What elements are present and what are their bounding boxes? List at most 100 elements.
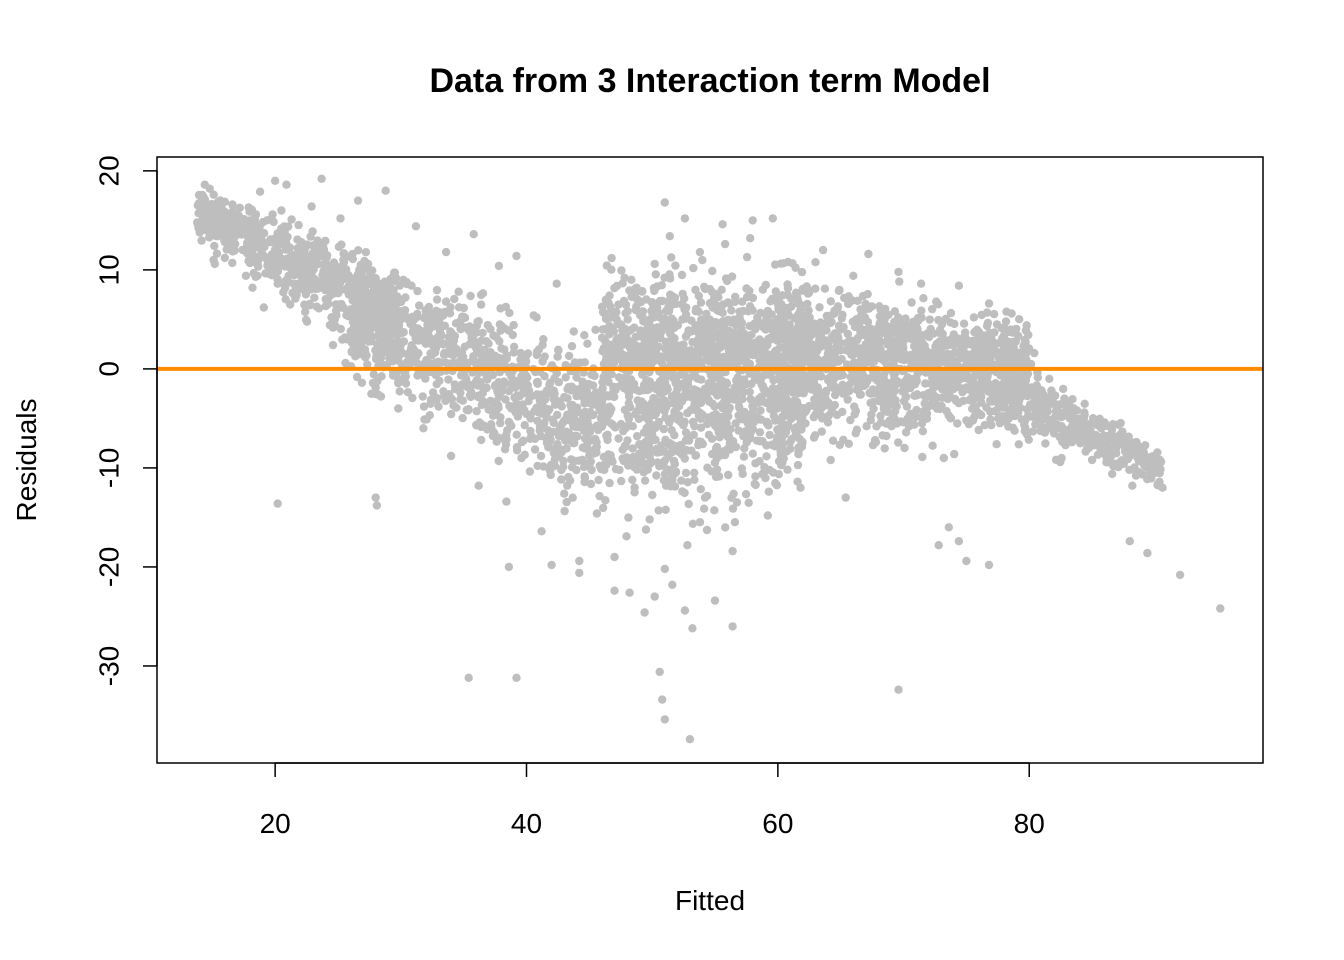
scatter-point (696, 485, 705, 494)
scatter-point (1121, 444, 1131, 454)
scatter-point (968, 357, 978, 366)
scatter-point (477, 435, 486, 445)
scatter-point (500, 445, 510, 454)
scatter-point (934, 541, 943, 550)
scatter-point (746, 434, 755, 443)
scatter-point (369, 323, 378, 332)
scatter-point (824, 398, 833, 407)
scatter-point (928, 441, 937, 450)
scatter-point (1113, 462, 1123, 471)
scatter-point (939, 453, 948, 463)
scatter-point (655, 296, 665, 306)
scatter-point (525, 467, 535, 476)
scatter-point (505, 418, 514, 427)
scatter-point (690, 468, 699, 477)
scatter-point (763, 310, 772, 319)
scatter-point (827, 353, 836, 362)
scatter-point (723, 298, 733, 307)
scatter-point (576, 358, 585, 367)
scatter-point (408, 393, 417, 403)
scatter-point (946, 414, 955, 423)
scatter-point (959, 319, 969, 328)
scatter-point (1015, 315, 1024, 324)
scatter-point (666, 482, 675, 491)
scatter-point (585, 445, 594, 455)
scatter-point (704, 430, 714, 440)
scatter-point (328, 323, 338, 332)
scatter-point (1117, 456, 1126, 465)
scatter-point (922, 414, 932, 423)
scatter-point (954, 537, 964, 546)
scatter-point (776, 259, 785, 268)
scatter-point (401, 379, 411, 388)
scatter-point (607, 306, 616, 315)
scatter-point (504, 562, 514, 572)
scatter-point (386, 293, 395, 302)
scatter-point (494, 456, 503, 466)
scatter-point (791, 378, 800, 387)
scatter-point (554, 448, 563, 457)
scatter-point (650, 410, 659, 420)
scatter-point (710, 458, 720, 467)
scatter-point (583, 339, 592, 348)
scatter-point (587, 370, 596, 379)
scatter-point (895, 277, 904, 286)
scatter-point (435, 376, 444, 385)
scatter-point (852, 425, 862, 434)
scatter-point (649, 435, 658, 445)
scatter-point (720, 239, 730, 249)
scatter-point (640, 408, 649, 417)
scatter-point (708, 266, 717, 276)
scatter-point (599, 372, 608, 382)
scatter-point (634, 414, 644, 424)
scatter-point (495, 337, 504, 346)
scatter-point (1020, 348, 1029, 357)
scatter-point (363, 360, 372, 369)
scatter-point (717, 285, 726, 294)
scatter-point (666, 274, 675, 283)
scatter-point (353, 317, 362, 326)
scatter-point (803, 318, 813, 327)
scatter-point (1004, 422, 1013, 431)
scatter-point (814, 386, 823, 396)
scatter-point (1028, 386, 1037, 395)
scatter-point (354, 246, 363, 255)
scatter-point (1145, 467, 1155, 477)
scatter-point (507, 404, 516, 413)
scatter-point (725, 445, 735, 454)
scatter-point (690, 475, 699, 484)
scatter-point (746, 234, 755, 243)
scatter-point (436, 329, 446, 339)
scatter-point (591, 325, 600, 334)
scatter-point (699, 504, 709, 513)
scatter-point (353, 196, 363, 205)
scatter-point (210, 259, 219, 269)
scatter-point (685, 735, 695, 744)
scatter-point (639, 468, 648, 477)
scatter-point (588, 436, 598, 445)
scatter-point (1010, 426, 1019, 435)
scatter-point (626, 355, 635, 364)
scatter-point (641, 445, 650, 455)
scatter-point (638, 307, 648, 316)
scatter-point (613, 334, 622, 343)
scatter-point (728, 622, 737, 631)
scatter-point (986, 415, 995, 424)
scatter-point (722, 379, 731, 389)
scatter-point (524, 386, 534, 395)
scatter-point (557, 475, 566, 484)
y-tick-label: -30 (93, 646, 124, 686)
scatter-point (680, 294, 689, 303)
scatter-point (683, 541, 692, 550)
scatter-point (492, 406, 501, 416)
scatter-point (381, 186, 390, 195)
scatter-point (471, 378, 480, 387)
scatter-point (975, 337, 985, 346)
scatter-point (536, 431, 545, 441)
scatter-point (619, 426, 628, 436)
y-axis-label: Residuals (11, 399, 42, 522)
scatter-point (413, 309, 422, 319)
scatter-point (538, 340, 547, 350)
scatter-point (296, 267, 306, 276)
scatter-point (306, 267, 315, 277)
